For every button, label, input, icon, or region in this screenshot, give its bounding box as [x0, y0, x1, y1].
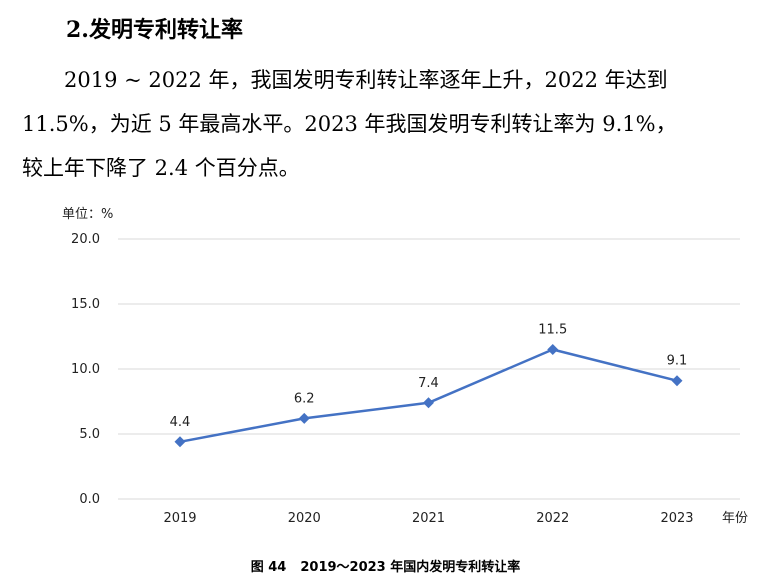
figure-caption: 图 44 2019～2023 年国内发明专利转让率 — [0, 556, 771, 575]
y-tick-label: 20.0 — [71, 232, 100, 247]
x-axis-ticks: 2019 2020 2021 2022 2023 — [163, 511, 693, 526]
gridlines — [118, 238, 740, 500]
data-point-marker — [174, 436, 186, 448]
paragraph-line-2: 11.5%，为近 5 年最高水平。2023 年我国发明专利转让率为 9.1%， — [22, 112, 677, 136]
chart-unit-label: 单位：% — [62, 207, 113, 222]
y-tick-label: 0.0 — [79, 492, 100, 507]
x-tick-label: 2023 — [660, 511, 693, 526]
data-label: 4.4 — [170, 415, 191, 430]
data-label-layer: 4.4 6.2 7.4 11.5 9.1 — [170, 323, 688, 430]
data-point-marker — [547, 344, 559, 355]
data-label: 11.5 — [538, 323, 567, 338]
data-point-marker — [671, 375, 683, 387]
x-axis-title: 年份 — [722, 511, 748, 526]
x-tick-label: 2020 — [288, 511, 321, 526]
x-tick-label: 2019 — [163, 511, 196, 526]
y-tick-label: 5.0 — [79, 427, 100, 442]
data-label: 6.2 — [294, 391, 315, 406]
y-tick-label: 10.0 — [71, 362, 100, 377]
data-point-marker — [423, 397, 434, 409]
body-paragraph: 2019 ~ 2022 年，我国发明专利转让率逐年上升，2022 年达到 11.… — [22, 58, 762, 190]
y-axis-ticks: 0.0 5.0 10.0 15.0 20.0 — [71, 232, 100, 507]
figure-caption-text: 2019～2023 年国内发明专利转让率 — [300, 560, 521, 575]
y-tick-label: 15.0 — [71, 297, 100, 312]
x-tick-label: 2022 — [536, 511, 569, 526]
series-layer — [174, 344, 683, 448]
data-point-marker — [298, 412, 310, 424]
figure-number: 图 44 — [250, 560, 287, 575]
data-label: 9.1 — [667, 354, 688, 369]
x-tick-label: 2021 — [412, 511, 445, 526]
series-line — [179, 348, 678, 444]
data-label: 7.4 — [418, 376, 439, 391]
section-title: 2.发明专利转让率 — [66, 17, 243, 43]
paragraph-line-3: 较上年下降了 2.4 个百分点。 — [22, 156, 300, 180]
paragraph-line-1: 2019 ~ 2022 年，我国发明专利转让率逐年上升，2022 年达到 — [64, 68, 668, 92]
line-chart: 单位：% 0.0 5.0 10.0 15.0 20.0 2019 2020 2021 2022… — [62, 207, 748, 526]
